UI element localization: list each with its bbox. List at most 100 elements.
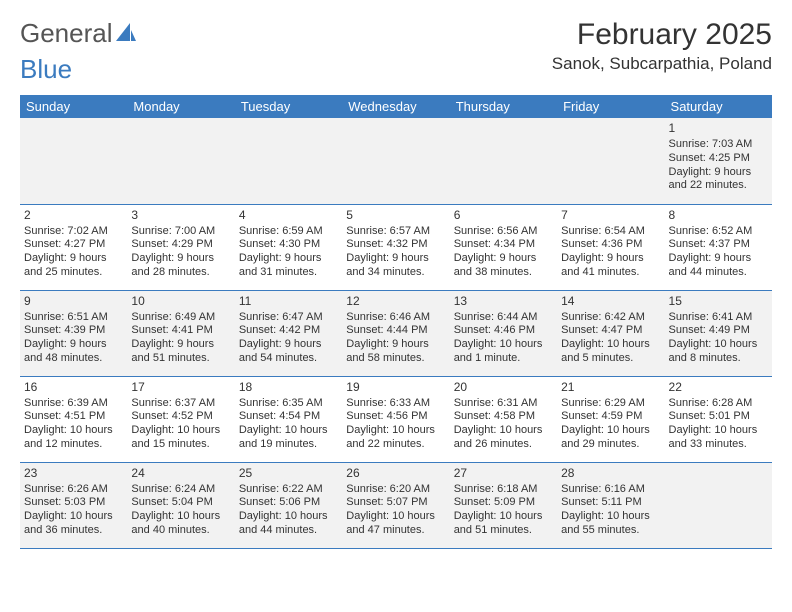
calendar-cell [342,118,449,204]
sunset-line: Sunset: 4:44 PM [346,324,445,338]
day-number: 7 [561,208,660,223]
sunrise-line: Sunrise: 6:26 AM [24,483,123,497]
daylight-line: Daylight: 10 hours [239,424,338,438]
calendar-cell: 6Sunrise: 6:56 AMSunset: 4:34 PMDaylight… [450,204,557,290]
sunrise-line: Sunrise: 6:41 AM [669,311,768,325]
daylight-line: Daylight: 10 hours [131,510,230,524]
day-number: 4 [239,208,338,223]
daylight-line: and 40 minutes. [131,524,230,538]
daylight-line: Daylight: 9 hours [239,252,338,266]
calendar-cell: 27Sunrise: 6:18 AMSunset: 5:09 PMDayligh… [450,462,557,548]
calendar-cell: 7Sunrise: 6:54 AMSunset: 4:36 PMDaylight… [557,204,664,290]
day-number: 12 [346,294,445,309]
calendar-cell [127,118,234,204]
daylight-line: and 15 minutes. [131,438,230,452]
day-number: 27 [454,466,553,481]
daylight-line: Daylight: 10 hours [346,510,445,524]
calendar-cell: 25Sunrise: 6:22 AMSunset: 5:06 PMDayligh… [235,462,342,548]
daylight-line: Daylight: 9 hours [239,338,338,352]
calendar-cell: 4 Sunrise: 6:59 AMSunset: 4:30 PMDaylight… [235,204,342,290]
calendar-cell: 16Sunrise: 6:39 AMSunset: 4:51 PMDayligh… [20,376,127,462]
calendar-cell: 19Sunrise: 6:33 AMSunset: 4:56 PMDayligh… [342,376,449,462]
daylight-line: and 36 minutes. [24,524,123,538]
daylight-line: Daylight: 10 hours [131,424,230,438]
calendar-week-row: 23Sunrise: 6:26 AMSunset: 5:03 PMDayligh… [20,462,772,548]
sunrise-line: Sunrise: 6:49 AM [131,311,230,325]
daylight-line: and 22 minutes. [669,179,768,193]
location: Sanok, Subcarpathia, Poland [552,54,772,74]
day-number: 11 [239,294,338,309]
daylight-line: Daylight: 10 hours [561,424,660,438]
day-number: 21 [561,380,660,395]
daylight-line: and 5 minutes. [561,352,660,366]
logo-text-1: General [20,18,113,49]
sunrise-line: Sunrise: 6:44 AM [454,311,553,325]
day-number: 19 [346,380,445,395]
sunset-line: Sunset: 4:30 PM [239,238,338,252]
daylight-line: and 55 minutes. [561,524,660,538]
day-number: 2 [24,208,123,223]
calendar-cell: 3Sunrise: 7:00 AMSunset: 4:29 PMDaylight… [127,204,234,290]
day-number: 6 [454,208,553,223]
daylight-line: Daylight: 9 hours [131,338,230,352]
daylight-line: Daylight: 10 hours [454,338,553,352]
daylight-line: and 29 minutes. [561,438,660,452]
sunset-line: Sunset: 4:25 PM [669,152,768,166]
day-header: Saturday [665,95,772,118]
calendar-cell: 2Sunrise: 7:02 AMSunset: 4:27 PMDaylight… [20,204,127,290]
sunrise-line: Sunrise: 6:28 AM [669,397,768,411]
day-number: 20 [454,380,553,395]
day-number: 9 [24,294,123,309]
logo-text-2: Blue [20,54,72,85]
day-number: 23 [24,466,123,481]
day-number: 13 [454,294,553,309]
daylight-line: and 34 minutes. [346,266,445,280]
daylight-line: Daylight: 9 hours [131,252,230,266]
daylight-line: Daylight: 10 hours [24,424,123,438]
sunrise-line: Sunrise: 6:52 AM [669,225,768,239]
day-header: Thursday [450,95,557,118]
sunset-line: Sunset: 4:52 PM [131,410,230,424]
day-header: Tuesday [235,95,342,118]
calendar-week-row: 16Sunrise: 6:39 AMSunset: 4:51 PMDayligh… [20,376,772,462]
calendar-cell: 12Sunrise: 6:46 AMSunset: 4:44 PMDayligh… [342,290,449,376]
day-number: 17 [131,380,230,395]
sunrise-line: Sunrise: 6:33 AM [346,397,445,411]
day-number: 8 [669,208,768,223]
daylight-line: Daylight: 9 hours [346,252,445,266]
sunset-line: Sunset: 5:04 PM [131,496,230,510]
day-number: 22 [669,380,768,395]
calendar-cell: 21Sunrise: 6:29 AMSunset: 4:59 PMDayligh… [557,376,664,462]
calendar-cell: 1Sunrise: 7:03 AMSunset: 4:25 PMDaylight… [665,118,772,204]
logo-sail-icon [115,18,137,49]
daylight-line: and 31 minutes. [239,266,338,280]
daylight-line: Daylight: 9 hours [454,252,553,266]
day-number: 14 [561,294,660,309]
daylight-line: Daylight: 9 hours [24,338,123,352]
calendar-cell [20,118,127,204]
sunset-line: Sunset: 4:41 PM [131,324,230,338]
sunset-line: Sunset: 4:37 PM [669,238,768,252]
sunset-line: Sunset: 5:01 PM [669,410,768,424]
day-number: 28 [561,466,660,481]
calendar-body: 1Sunrise: 7:03 AMSunset: 4:25 PMDaylight… [20,118,772,549]
calendar-cell: 9Sunrise: 6:51 AMSunset: 4:39 PMDaylight… [20,290,127,376]
day-number: 15 [669,294,768,309]
sunrise-line: Sunrise: 6:59 AM [239,225,338,239]
sunrise-line: Sunrise: 6:57 AM [346,225,445,239]
sunrise-line: Sunrise: 7:03 AM [669,138,768,152]
sunset-line: Sunset: 5:06 PM [239,496,338,510]
daylight-line: Daylight: 10 hours [669,338,768,352]
daylight-line: Daylight: 10 hours [561,338,660,352]
sunset-line: Sunset: 4:34 PM [454,238,553,252]
daylight-line: Daylight: 10 hours [24,510,123,524]
sunset-line: Sunset: 4:32 PM [346,238,445,252]
day-number: 16 [24,380,123,395]
sunset-line: Sunset: 4:46 PM [454,324,553,338]
sunrise-line: Sunrise: 6:46 AM [346,311,445,325]
sunset-line: Sunset: 5:09 PM [454,496,553,510]
logo: General [20,18,138,49]
sunset-line: Sunset: 4:51 PM [24,410,123,424]
daylight-line: and 44 minutes. [669,266,768,280]
sunset-line: Sunset: 5:11 PM [561,496,660,510]
